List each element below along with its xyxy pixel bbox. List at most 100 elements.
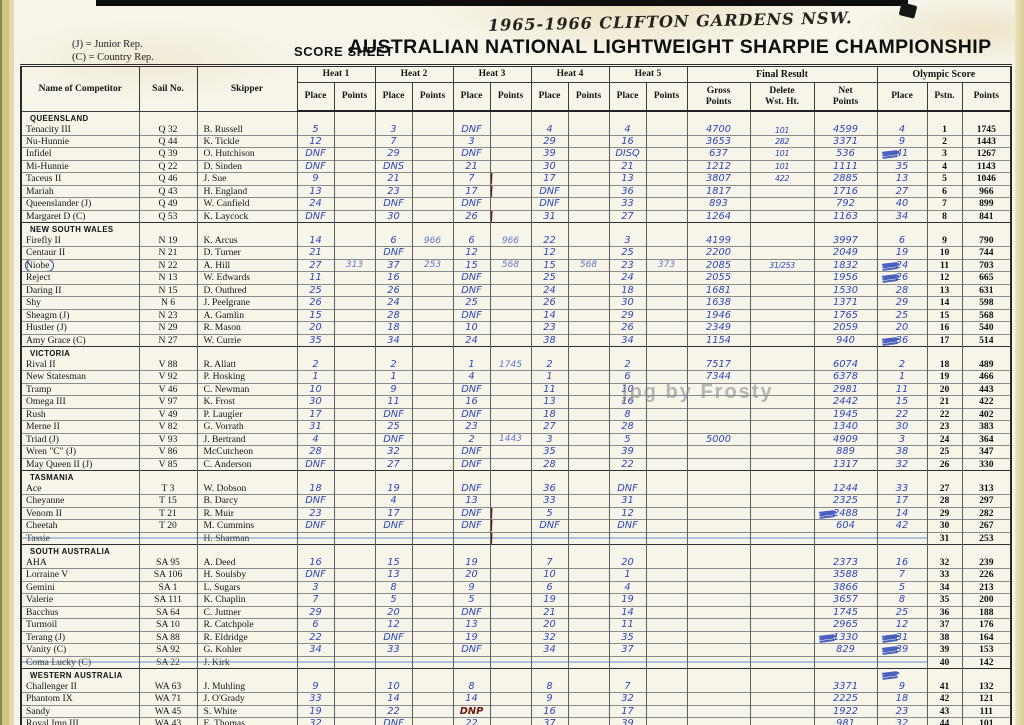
cell-skipper: B. Russell [196, 110, 297, 135]
col-subheader-points: Points [489, 82, 532, 112]
competitor-name: Tramp [26, 383, 52, 395]
cell-heat1-place: DNF [296, 568, 334, 581]
table-row: QUEENSLAND Tenacity III Q 32 B. Russell 5 3 DN… [20, 110, 1012, 135]
cell-heat1-points [333, 209, 375, 223]
table-row: Cheetah T 20 M. Cummins DNF DNF DNF DNF DNF 604 4… [20, 519, 1012, 532]
cell-heat1-place: 1 [296, 370, 334, 383]
competitor-name: Taceus II [26, 173, 62, 185]
cell-net-points: 1317 [813, 457, 878, 471]
cell-heat4-points [567, 222, 609, 247]
cell-skipper: J. O'Grady [196, 692, 297, 705]
cell-skipper: R. Catchpole [196, 618, 297, 631]
cell-olympic-points: 598 [961, 296, 1012, 309]
cell-olympic-place: 5 [876, 580, 928, 594]
cell-position: 10 [926, 246, 963, 259]
cell-heat1-points [333, 197, 375, 210]
cell-olympic-points: 142 [961, 655, 1012, 669]
cell-heat5-points [645, 580, 687, 594]
cell-heat5-place: 24 [608, 271, 646, 284]
cell-skipper: W. Edwards [196, 271, 297, 284]
cell-position: 21 [926, 395, 963, 408]
cell-gross-points: 4700 [686, 110, 750, 135]
cell-heat2-place: 10 [374, 668, 412, 693]
competitor-name: Turmoil [26, 619, 58, 631]
cell-heat2-points [411, 134, 453, 148]
cell-heat2-points [411, 283, 453, 297]
table-row: Triad (J) V 93 J. Bertrand 4 DNF 2 1443 3 5 5000 4… [20, 432, 1012, 446]
competitor-name: Cheetah [26, 520, 58, 532]
cell-delete-worst-heat [749, 333, 814, 347]
table-row: Omega III V 97 K. Frost 30 11 16 13 16 2442 15 21 4… [20, 395, 1012, 408]
cell-heat4-place: 19 [530, 593, 568, 606]
cell-gross-points: 2055 [686, 271, 750, 284]
cell-heat1-points [333, 321, 375, 334]
cell-sail-no: Q 49 [138, 197, 197, 210]
cell-heat5-place: 22 [608, 457, 646, 471]
cell-heat1-points [333, 147, 375, 160]
cell-competitor: May Queen II (J) [20, 457, 139, 471]
cell-heat3-place: DNF [452, 271, 490, 284]
cell-heat1-points [333, 643, 375, 656]
cell-heat2-place: DNF [374, 432, 412, 446]
cell-position: 35 [926, 593, 963, 606]
cell-heat3-place: DNF [452, 519, 490, 532]
cell-olympic-place: 32 [876, 717, 928, 725]
cell-heat3-points [489, 420, 531, 433]
cell-competitor: Sandy [20, 704, 139, 718]
cell-heat5-place: 30 [608, 296, 646, 309]
cell-olympic-points: 540 [961, 321, 1012, 334]
cell-heat4-points [567, 432, 609, 446]
cell-competitor: Gemini [20, 580, 139, 594]
cell-heat1-points: 313 [333, 258, 375, 272]
cell-heat4-points [567, 370, 609, 383]
cell-heat3-points [489, 159, 531, 173]
cell-heat3-place: 4 [452, 370, 490, 383]
cell-heat2-place: 26 [374, 283, 412, 297]
cell-delete-worst-heat [749, 470, 814, 495]
cell-heat3-place: 6 [452, 222, 490, 247]
cell-heat4-points [567, 580, 609, 594]
cell-position: 39 [926, 643, 963, 656]
cell-net-points: 1530 [813, 283, 878, 297]
cell-sail-no: T 21 [138, 506, 197, 520]
cell-heat2-points [411, 655, 453, 669]
cell-net-points: 2981 [813, 382, 878, 396]
cell-olympic-points: 282 [961, 506, 1012, 520]
cell-position: 12 [926, 271, 963, 284]
cell-olympic-place: 13 [876, 172, 928, 185]
cell-skipper: E. Thomas [196, 717, 297, 725]
cell-heat5-place: 3 [608, 222, 646, 247]
cell-heat5-points [645, 420, 687, 433]
cell-position: 41 [926, 668, 963, 693]
cell-heat3-points: 568 [489, 258, 531, 272]
cell-position: 34 [926, 580, 963, 594]
cell-skipper: D. Turner [196, 246, 297, 259]
cell-heat5-points [645, 346, 687, 371]
cell-heat5-points [645, 568, 687, 581]
cell-heat2-place: DNS [374, 159, 412, 173]
cell-competitor: Margaret D (C) [20, 209, 139, 223]
cell-heat1-points [333, 382, 375, 396]
table-row: Queenslander (J) Q 49 W. Canfield 24 DNF DNF D… [20, 197, 1012, 210]
table-row: New Statesman V 92 P. Hosking 1 1 4 1 6 7344 6378… [20, 370, 1012, 383]
cell-sail-no: Q 22 [138, 159, 197, 173]
cell-heat2-place: 21 [374, 172, 412, 185]
cell-heat2-place: 12 [374, 618, 412, 631]
cell-heat3-points [489, 704, 531, 718]
cell-heat4-points [567, 296, 609, 309]
cell-sail-no: V 46 [138, 382, 197, 396]
cell-competitor: SOUTH AUSTRALIA AHA [20, 544, 139, 569]
cell-net-points: 3588 [813, 568, 878, 581]
cell-heat2-points [411, 717, 453, 725]
cell-heat2-points [411, 445, 453, 458]
cell-heat1-points [333, 346, 375, 371]
cell-skipper: A. Deed [196, 544, 297, 569]
cell-competitor: Phantom IX [20, 692, 139, 705]
cell-position: 13 [926, 283, 963, 297]
cell-sail-no: V 49 [138, 407, 197, 421]
table-row: Centaur II N 21 D. Turner 21 DNF 12 12 25 2200 20… [20, 246, 1012, 259]
cell-heat1-points [333, 457, 375, 471]
competitor-name: May Queen II (J) [26, 458, 93, 470]
pen-mark [491, 532, 492, 545]
cell-position: 36 [926, 605, 963, 619]
